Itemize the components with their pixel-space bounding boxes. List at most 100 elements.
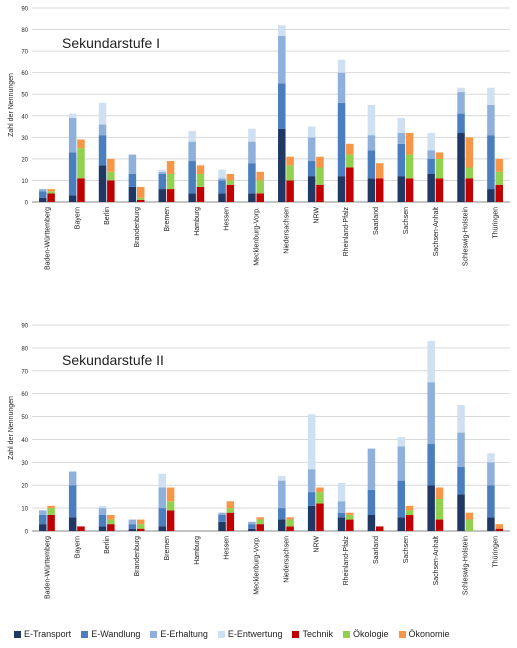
bar-segment [307, 137, 316, 162]
bar-segment [128, 519, 137, 525]
bar-segment [39, 191, 47, 198]
y-tick-label: 60 [21, 392, 28, 398]
x-tick-label: NRW [313, 536, 320, 553]
x-tick-label: Saarland [373, 536, 380, 564]
bar-segment [68, 113, 77, 118]
bar-segment [218, 169, 226, 179]
bar-segment [136, 199, 145, 202]
bar-segment [158, 171, 167, 174]
bar-segment [166, 510, 175, 531]
bar-segment [136, 519, 145, 525]
bar-segment [405, 154, 414, 179]
bar-segment [226, 184, 235, 202]
legend-label: E-Transport [24, 629, 72, 639]
legend-item: Technik [292, 626, 333, 642]
x-tick-label: Berlin [104, 536, 111, 554]
x-tick-label: Brandenburg [134, 207, 141, 248]
bar-segment [487, 453, 495, 463]
x-tick-label: Hamburg [194, 536, 201, 565]
bar-segment [397, 133, 406, 144]
bar-segment [278, 508, 286, 520]
chart-title: Sekundarstufe II [62, 352, 164, 368]
bar-segment [397, 480, 406, 518]
bar-segment [166, 501, 175, 511]
x-tick-label: NRW [313, 207, 320, 224]
y-tick-label: 90 [21, 324, 28, 330]
bar-segment [98, 102, 107, 125]
bar-segment [337, 102, 346, 177]
x-tick-label: Sachsen [403, 536, 410, 563]
y-tick-label: 50 [21, 415, 28, 421]
bar-segment [487, 87, 495, 105]
legend: E-Transport E-Wandlung E-Erhaltung E-Entwer… [14, 626, 514, 642]
bar-segment [397, 517, 406, 531]
bar-segment [158, 169, 167, 172]
bar-segment [256, 171, 264, 181]
bar-segment [495, 524, 503, 529]
bar-segment [107, 519, 115, 525]
bar-segment [226, 180, 235, 185]
bar-segment [457, 432, 465, 467]
x-tick-label: Hamburg [194, 207, 201, 236]
bar-segment [256, 524, 264, 531]
bar-segment [136, 528, 145, 531]
bar-segment [218, 178, 226, 181]
bar-segment [68, 195, 77, 202]
bar-segment [397, 176, 406, 202]
bar-segment [248, 528, 256, 531]
bar-segment [136, 524, 145, 529]
x-tick-label: Thüringen [493, 207, 500, 239]
bar-segment [77, 178, 85, 202]
bar-segment [465, 137, 474, 168]
bar-segment [68, 517, 77, 531]
bar-segment [427, 150, 435, 159]
bar-segment [397, 143, 406, 177]
y-tick-label: 10 [21, 179, 28, 185]
bar-segment [337, 482, 346, 502]
bar-segment [98, 135, 107, 166]
legend-label: Technik [302, 629, 333, 639]
bar-segment [397, 446, 406, 481]
legend-label: E-Wandlung [91, 629, 141, 639]
bar-segment [107, 158, 115, 172]
bar-segment [405, 514, 414, 531]
bar-segment [495, 171, 503, 185]
bar-segment [487, 517, 495, 531]
bar-segment [218, 521, 226, 531]
bar-segment [39, 189, 47, 192]
bar-segment [166, 189, 175, 202]
bar-segment [47, 505, 55, 509]
x-tick-label: Mecklenburg-Vorp. [254, 536, 261, 595]
bar-segment [218, 180, 226, 194]
bar-segment [286, 165, 294, 181]
bar-segment [47, 508, 55, 515]
bar-segment [226, 508, 235, 513]
bar-segment [196, 165, 205, 174]
y-tick-label: 50 [21, 93, 28, 99]
bar-segment [405, 505, 414, 511]
bar-segment [367, 489, 376, 515]
bar-segment [316, 492, 324, 504]
bar-segment [427, 158, 435, 174]
bar-segment [286, 517, 294, 520]
bar-segment [367, 448, 376, 490]
bar-segment [68, 471, 77, 486]
bar-segment [158, 487, 167, 509]
bar-segment [465, 512, 474, 520]
bar-segment [128, 186, 137, 202]
bar-segment [128, 173, 137, 187]
y-tick-label: 0 [25, 530, 29, 536]
bar-segment [307, 469, 316, 493]
bar-segment [278, 83, 286, 129]
bar-segment [248, 521, 256, 525]
bar-segment [316, 503, 324, 531]
bar-segment [487, 485, 495, 518]
bar-segment [495, 528, 503, 531]
bar-segment [98, 526, 107, 531]
bar-segment [188, 161, 196, 194]
y-tick-label: 20 [21, 157, 28, 163]
bar-segment [188, 130, 196, 142]
bar-segment [457, 133, 465, 202]
bar-segment [136, 186, 145, 198]
